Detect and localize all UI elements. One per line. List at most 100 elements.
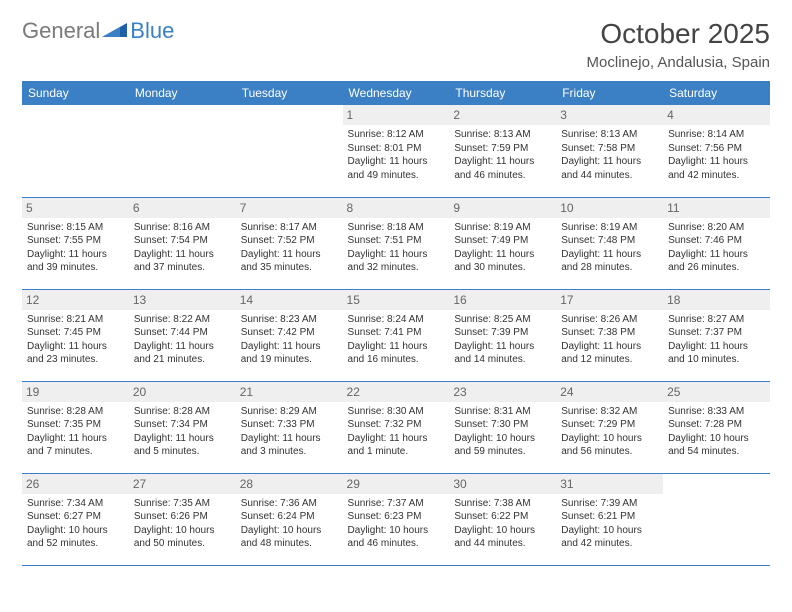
- calendar-day-cell: 9Sunrise: 8:19 AMSunset: 7:49 PMDaylight…: [449, 197, 556, 289]
- calendar-day-cell: 19Sunrise: 8:28 AMSunset: 7:35 PMDayligh…: [22, 381, 129, 473]
- day-number: 8: [343, 198, 450, 218]
- calendar-day-cell: 21Sunrise: 8:29 AMSunset: 7:33 PMDayligh…: [236, 381, 343, 473]
- day-number: 20: [129, 382, 236, 402]
- sunrise-text: Sunrise: 8:13 AM: [561, 128, 658, 142]
- calendar-day-cell: 14Sunrise: 8:23 AMSunset: 7:42 PMDayligh…: [236, 289, 343, 381]
- sunset-text: Sunset: 7:42 PM: [241, 326, 338, 340]
- sunset-text: Sunset: 7:54 PM: [134, 234, 231, 248]
- daylight-text: Daylight: 11 hours and 28 minutes.: [561, 248, 658, 275]
- day-number: 17: [556, 290, 663, 310]
- daylight-text: Daylight: 10 hours and 48 minutes.: [241, 524, 338, 551]
- day-number: 21: [236, 382, 343, 402]
- calendar-day-cell: [22, 105, 129, 197]
- calendar-day-cell: 3Sunrise: 8:13 AMSunset: 7:58 PMDaylight…: [556, 105, 663, 197]
- day-number: 11: [663, 198, 770, 218]
- daylight-text: Daylight: 11 hours and 39 minutes.: [27, 248, 124, 275]
- day-number: 10: [556, 198, 663, 218]
- calendar-day-cell: 16Sunrise: 8:25 AMSunset: 7:39 PMDayligh…: [449, 289, 556, 381]
- day-number: 29: [343, 474, 450, 494]
- weekday-header: Tuesday: [236, 81, 343, 105]
- calendar-day-cell: 22Sunrise: 8:30 AMSunset: 7:32 PMDayligh…: [343, 381, 450, 473]
- day-number: 31: [556, 474, 663, 494]
- sunrise-text: Sunrise: 8:26 AM: [561, 313, 658, 327]
- calendar-day-cell: 30Sunrise: 7:38 AMSunset: 6:22 PMDayligh…: [449, 473, 556, 565]
- calendar-day-cell: 28Sunrise: 7:36 AMSunset: 6:24 PMDayligh…: [236, 473, 343, 565]
- daylight-text: Daylight: 10 hours and 54 minutes.: [668, 432, 765, 459]
- sunrise-text: Sunrise: 8:28 AM: [134, 405, 231, 419]
- daylight-text: Daylight: 11 hours and 35 minutes.: [241, 248, 338, 275]
- calendar-day-cell: 15Sunrise: 8:24 AMSunset: 7:41 PMDayligh…: [343, 289, 450, 381]
- calendar-day-cell: 23Sunrise: 8:31 AMSunset: 7:30 PMDayligh…: [449, 381, 556, 473]
- calendar-day-cell: 20Sunrise: 8:28 AMSunset: 7:34 PMDayligh…: [129, 381, 236, 473]
- daylight-text: Daylight: 11 hours and 23 minutes.: [27, 340, 124, 367]
- day-number: 9: [449, 198, 556, 218]
- sunrise-text: Sunrise: 7:37 AM: [348, 497, 445, 511]
- daylight-text: Daylight: 11 hours and 42 minutes.: [668, 155, 765, 182]
- sunset-text: Sunset: 7:48 PM: [561, 234, 658, 248]
- sunrise-text: Sunrise: 8:15 AM: [27, 221, 124, 235]
- sunset-text: Sunset: 7:56 PM: [668, 142, 765, 156]
- calendar-day-cell: 2Sunrise: 8:13 AMSunset: 7:59 PMDaylight…: [449, 105, 556, 197]
- weekday-header: Wednesday: [343, 81, 450, 105]
- calendar-day-cell: 4Sunrise: 8:14 AMSunset: 7:56 PMDaylight…: [663, 105, 770, 197]
- sunset-text: Sunset: 6:23 PM: [348, 510, 445, 524]
- day-number: 16: [449, 290, 556, 310]
- calendar-body: 1Sunrise: 8:12 AMSunset: 8:01 PMDaylight…: [22, 105, 770, 565]
- sunrise-text: Sunrise: 7:36 AM: [241, 497, 338, 511]
- daylight-text: Daylight: 11 hours and 14 minutes.: [454, 340, 551, 367]
- header: General Blue October 2025 Moclinejo, And…: [22, 18, 770, 71]
- month-title: October 2025: [587, 18, 770, 50]
- daylight-text: Daylight: 11 hours and 30 minutes.: [454, 248, 551, 275]
- sunrise-text: Sunrise: 8:25 AM: [454, 313, 551, 327]
- day-number: 7: [236, 198, 343, 218]
- daylight-text: Daylight: 11 hours and 21 minutes.: [134, 340, 231, 367]
- logo-text-general: General: [22, 18, 100, 44]
- calendar-day-cell: 5 Sunrise: 8:15 AMSunset: 7:55 PMDaylight…: [22, 197, 129, 289]
- sunrise-text: Sunrise: 7:39 AM: [561, 497, 658, 511]
- calendar-day-cell: 1Sunrise: 8:12 AMSunset: 8:01 PMDaylight…: [343, 105, 450, 197]
- sunrise-text: Sunrise: 8:24 AM: [348, 313, 445, 327]
- calendar-day-cell: 13Sunrise: 8:22 AMSunset: 7:44 PMDayligh…: [129, 289, 236, 381]
- day-number: 4: [663, 105, 770, 125]
- daylight-text: Daylight: 11 hours and 19 minutes.: [241, 340, 338, 367]
- sunset-text: Sunset: 6:24 PM: [241, 510, 338, 524]
- day-number: 5: [22, 198, 129, 218]
- sunset-text: Sunset: 7:55 PM: [27, 234, 124, 248]
- calendar-day-cell: [663, 473, 770, 565]
- sunrise-text: Sunrise: 8:18 AM: [348, 221, 445, 235]
- sunset-text: Sunset: 7:45 PM: [27, 326, 124, 340]
- daylight-text: Daylight: 11 hours and 49 minutes.: [348, 155, 445, 182]
- sunset-text: Sunset: 6:22 PM: [454, 510, 551, 524]
- daylight-text: Daylight: 11 hours and 46 minutes.: [454, 155, 551, 182]
- day-number: 3: [556, 105, 663, 125]
- daylight-text: Daylight: 11 hours and 5 minutes.: [134, 432, 231, 459]
- location-text: Moclinejo, Andalusia, Spain: [587, 54, 770, 71]
- weekday-header: Sunday: [22, 81, 129, 105]
- daylight-text: Daylight: 11 hours and 44 minutes.: [561, 155, 658, 182]
- sunrise-text: Sunrise: 8:28 AM: [27, 405, 124, 419]
- calendar-day-cell: 10Sunrise: 8:19 AMSunset: 7:48 PMDayligh…: [556, 197, 663, 289]
- day-number: 12: [22, 290, 129, 310]
- day-number: 13: [129, 290, 236, 310]
- title-block: October 2025 Moclinejo, Andalusia, Spain: [587, 18, 770, 71]
- sunset-text: Sunset: 7:35 PM: [27, 418, 124, 432]
- calendar-week-row: 26Sunrise: 7:34 AMSunset: 6:27 PMDayligh…: [22, 473, 770, 565]
- calendar-week-row: 19Sunrise: 8:28 AMSunset: 7:35 PMDayligh…: [22, 381, 770, 473]
- sunset-text: Sunset: 7:59 PM: [454, 142, 551, 156]
- calendar-day-cell: [129, 105, 236, 197]
- daylight-text: Daylight: 10 hours and 56 minutes.: [561, 432, 658, 459]
- calendar-day-cell: 11Sunrise: 8:20 AMSunset: 7:46 PMDayligh…: [663, 197, 770, 289]
- daylight-text: Daylight: 11 hours and 7 minutes.: [27, 432, 124, 459]
- sunset-text: Sunset: 7:38 PM: [561, 326, 658, 340]
- day-number: 22: [343, 382, 450, 402]
- sunset-text: Sunset: 7:52 PM: [241, 234, 338, 248]
- logo: General Blue: [22, 18, 174, 44]
- sunrise-text: Sunrise: 8:17 AM: [241, 221, 338, 235]
- sunrise-text: Sunrise: 8:16 AM: [134, 221, 231, 235]
- sunset-text: Sunset: 6:27 PM: [27, 510, 124, 524]
- sunset-text: Sunset: 7:37 PM: [668, 326, 765, 340]
- calendar-day-cell: 18Sunrise: 8:27 AMSunset: 7:37 PMDayligh…: [663, 289, 770, 381]
- sunset-text: Sunset: 7:28 PM: [668, 418, 765, 432]
- daylight-text: Daylight: 11 hours and 32 minutes.: [348, 248, 445, 275]
- sunrise-text: Sunrise: 8:29 AM: [241, 405, 338, 419]
